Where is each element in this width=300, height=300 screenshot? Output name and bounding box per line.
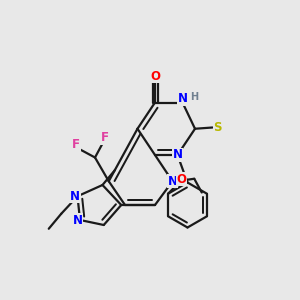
Text: S: S <box>213 121 222 134</box>
Text: O: O <box>177 173 187 186</box>
Text: O: O <box>150 70 160 83</box>
Text: N: N <box>178 92 188 105</box>
Text: N: N <box>73 214 82 226</box>
Text: N: N <box>70 190 80 203</box>
Text: N: N <box>167 175 178 188</box>
Text: F: F <box>101 131 109 144</box>
Text: H: H <box>190 92 198 103</box>
Text: N: N <box>172 148 182 161</box>
Text: F: F <box>72 139 80 152</box>
